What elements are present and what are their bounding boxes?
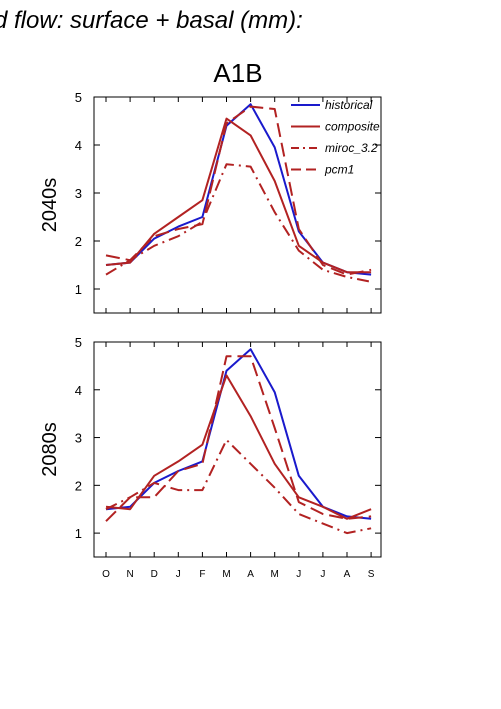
legend-label: historical <box>325 98 373 112</box>
x-tick-label: O <box>102 569 110 580</box>
series-line-composite <box>105 374 372 520</box>
y-tick-label: 4 <box>75 138 82 153</box>
y-tick-label: 2 <box>75 478 82 493</box>
x-tick-label: J <box>296 569 301 580</box>
plot-frame <box>93 96 382 314</box>
series-line-miroc_3.2 <box>105 438 372 535</box>
x-tick-label: A <box>247 569 254 580</box>
y-tick-label: 5 <box>75 335 82 350</box>
x-tick-label: M <box>271 569 279 580</box>
y-tick-label: 3 <box>75 431 82 446</box>
plot-frame <box>93 341 382 558</box>
y-tick-label: 4 <box>75 383 82 398</box>
y-tick-label: 5 <box>75 90 82 105</box>
x-tick-label: S <box>368 569 375 580</box>
legend-label: pcm1 <box>324 163 354 177</box>
legend: historical composite miroc_3.2 pcm1 <box>291 98 380 177</box>
header-title: d flow: surface + basal (mm): <box>0 7 303 34</box>
legend-label: composite <box>325 120 380 134</box>
x-tick-label: J <box>176 569 181 580</box>
panels: 1 2 3 4 5 2040s historical composite miroc_3.2pc… <box>39 90 382 580</box>
y-tick-label: 1 <box>75 282 82 297</box>
scenario-title: A1B <box>213 58 262 88</box>
x-tick-label: M <box>222 569 230 580</box>
y-tick-label: 2 <box>75 234 82 249</box>
series-line-pcm1 <box>105 355 372 522</box>
y-tick-label: 1 <box>75 526 82 541</box>
y-tick-label: 3 <box>75 186 82 201</box>
series-line-composite <box>105 117 372 274</box>
legend-label: miroc_3.2 <box>325 141 378 155</box>
x-tick-label: N <box>126 569 133 580</box>
panel-2040s: 1 2 3 4 5 2040s historical composite miroc_3.2pc… <box>39 90 382 314</box>
series-line-pcm1 <box>105 105 372 276</box>
x-tick-label: A <box>344 569 351 580</box>
y-axis-label: 2040s <box>39 178 61 233</box>
panel-2080s: 1 2 3 4 5 O N D J F M A M J J A S 2080s <box>39 335 382 580</box>
x-tick-label: J <box>320 569 325 580</box>
x-tick-label: D <box>151 569 158 580</box>
series-line-historical <box>105 348 372 520</box>
series-line-miroc_3.2 <box>105 163 372 283</box>
y-axis-label: 2080s <box>39 422 61 477</box>
x-tick-label: F <box>199 569 205 580</box>
